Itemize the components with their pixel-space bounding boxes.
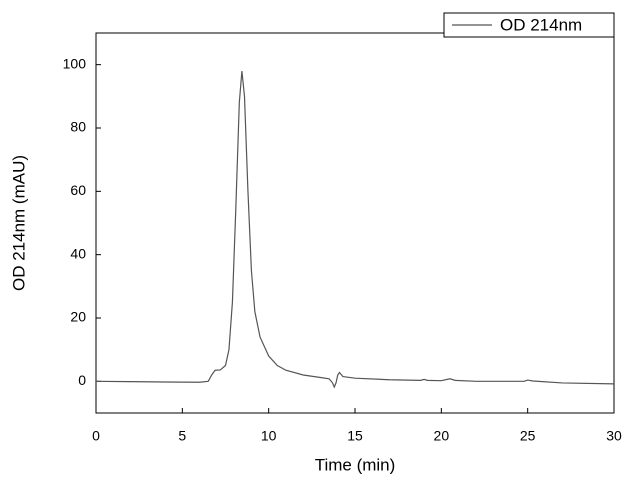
y-tick-label: 60 [70, 182, 86, 198]
x-tick-label: 30 [606, 428, 622, 444]
x-tick-label: 5 [178, 428, 186, 444]
y-axis-label: OD 214nm (mAU) [9, 155, 28, 291]
data-line [95, 70, 615, 389]
y-tick-label: 20 [70, 309, 86, 325]
x-tick-label: 15 [347, 428, 363, 444]
x-tick-label: 0 [92, 428, 100, 444]
x-axis-label: Time (min) [315, 455, 396, 474]
y-tick-label: 0 [78, 372, 86, 388]
y-tick-label: 40 [70, 245, 86, 261]
y-tick-label: 100 [63, 55, 87, 71]
legend-label: OD 214nm [500, 15, 582, 34]
x-tick-label: 20 [434, 428, 450, 444]
plot-frame [95, 32, 615, 414]
x-tick-label: 10 [261, 428, 277, 444]
x-tick-label: 25 [520, 428, 536, 444]
y-tick-label: 80 [70, 119, 86, 135]
